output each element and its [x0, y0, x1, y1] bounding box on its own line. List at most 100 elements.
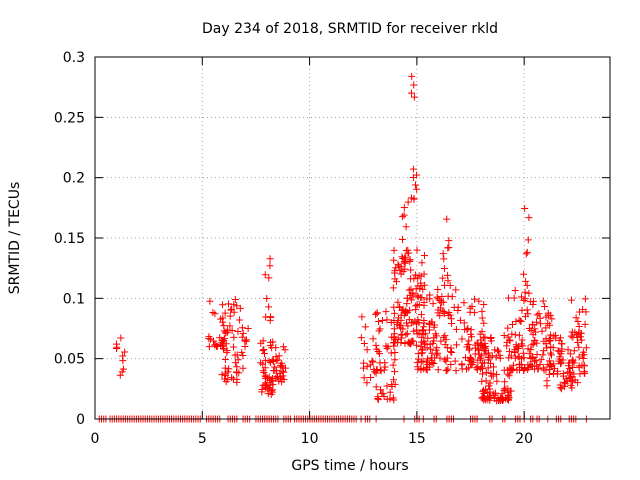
data-point [434, 366, 442, 374]
data-point [415, 329, 423, 337]
data-point [230, 343, 238, 351]
data-point [432, 330, 440, 338]
data-point [397, 263, 405, 271]
data-point [437, 337, 445, 345]
data-point [403, 294, 411, 302]
data-point [424, 360, 432, 368]
data-point [218, 371, 226, 379]
data-point [552, 331, 560, 339]
data-point [480, 334, 488, 342]
data-point [373, 345, 381, 353]
data-point [259, 337, 267, 345]
data-point [206, 297, 214, 305]
data-point [398, 253, 406, 261]
data-point [471, 350, 479, 358]
data-point [394, 318, 402, 326]
data-point [556, 355, 564, 363]
data-point [517, 293, 525, 301]
data-point [228, 374, 236, 382]
data-point [524, 310, 532, 318]
data-point [530, 340, 538, 348]
data-point [394, 298, 402, 306]
data-point [233, 302, 241, 310]
data-point [238, 348, 246, 356]
data-point [568, 384, 576, 392]
data-point [539, 297, 547, 305]
data-point [496, 351, 504, 359]
data-point [574, 318, 582, 326]
data-point [486, 385, 494, 393]
data-point [561, 382, 569, 390]
data-point [519, 342, 527, 350]
data-point [383, 395, 391, 403]
data-point [407, 339, 415, 347]
data-point [453, 341, 461, 349]
data-point [398, 331, 406, 339]
data-point [432, 346, 440, 354]
data-point [568, 296, 576, 304]
data-point [402, 223, 410, 231]
data-point [377, 386, 385, 394]
data-point [532, 356, 540, 364]
data-point [477, 352, 485, 360]
data-point [265, 274, 273, 282]
data-point [482, 350, 490, 358]
data-point [464, 325, 472, 333]
data-point [372, 310, 380, 318]
data-point [224, 300, 232, 308]
data-point [209, 337, 217, 345]
x-axis-label: GPS time / hours [291, 458, 408, 474]
data-point [363, 362, 371, 370]
data-point [232, 359, 240, 367]
data-point [376, 366, 384, 374]
data-point [479, 359, 487, 367]
data-point [221, 309, 229, 317]
data-point [279, 343, 287, 351]
data-point [221, 356, 229, 364]
data-point [403, 319, 411, 327]
data-point [484, 364, 492, 372]
data-point [543, 344, 551, 352]
data-point [481, 333, 489, 341]
data-point [420, 319, 428, 327]
data-point [482, 368, 490, 376]
data-point [430, 359, 438, 367]
data-point [542, 335, 550, 343]
data-point [500, 386, 508, 394]
data-point [547, 343, 555, 351]
data-point [280, 375, 288, 383]
data-point [505, 394, 513, 402]
data-point [561, 379, 569, 387]
data-point [384, 343, 392, 351]
data-point [559, 356, 567, 364]
data-point [231, 351, 239, 359]
data-point [370, 365, 378, 373]
data-point [566, 350, 574, 358]
data-point [390, 309, 398, 317]
data-point [258, 388, 266, 396]
data-point [467, 360, 475, 368]
data-point [491, 346, 499, 354]
data-point [430, 334, 438, 342]
data-point [475, 297, 483, 305]
data-point [415, 301, 423, 309]
data-point [443, 215, 451, 223]
data-point [260, 349, 268, 357]
data-point [470, 295, 478, 303]
axis-ticks [94, 56, 610, 420]
data-point [400, 211, 408, 219]
data-point [535, 310, 543, 318]
data-point [567, 332, 575, 340]
data-point [281, 346, 289, 354]
data-point [431, 354, 439, 362]
data-point [440, 308, 448, 316]
data-point [412, 181, 420, 189]
data-point [375, 327, 383, 335]
data-point [492, 353, 500, 361]
data-point [526, 361, 534, 369]
data-point [368, 357, 376, 365]
data-point [390, 317, 398, 325]
data-point [221, 364, 229, 372]
data-point [226, 322, 234, 330]
data-point [226, 312, 234, 320]
